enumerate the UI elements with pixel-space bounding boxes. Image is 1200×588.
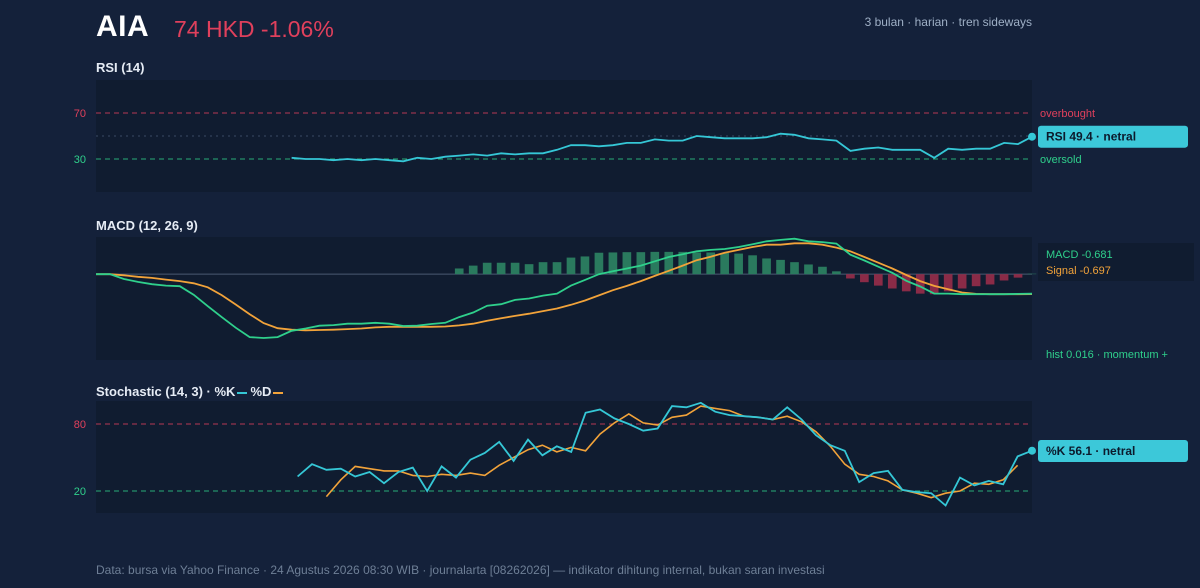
macd-hist-bar xyxy=(566,257,576,275)
macd-hist-bar xyxy=(901,274,911,292)
macd-legend-box xyxy=(1038,243,1194,281)
macd-hist-bar xyxy=(887,274,897,289)
macd-hist-bar xyxy=(678,251,688,275)
macd-hist-bar xyxy=(818,266,827,275)
macd-signal-line xyxy=(96,242,1033,332)
macd-hist-bar xyxy=(524,264,534,275)
macd-hist-bar xyxy=(720,253,729,275)
stoch-k-legend: %K xyxy=(214,384,236,399)
macd-hist-bar xyxy=(860,274,869,283)
macd-hist-bar xyxy=(552,262,562,275)
macd-hist-bar xyxy=(482,262,492,275)
rsi-badge-bg xyxy=(1038,125,1188,148)
stoch-last-point xyxy=(1028,446,1036,455)
chart-subtitle: 3 bulan · harian · tren sideways xyxy=(864,15,1032,29)
stoch-tick-80: 80 xyxy=(74,419,86,431)
stoch-panel-bg xyxy=(96,401,1032,513)
macd-hist-bar xyxy=(454,268,464,275)
data-source-footer: Data: bursa via Yahoo Finance · 24 Agust… xyxy=(96,563,825,577)
rsi-last-point xyxy=(1028,132,1036,141)
macd-hist-bar xyxy=(873,274,883,286)
macd-hist-bar xyxy=(496,262,506,275)
macd-hist-bar xyxy=(468,265,478,275)
stoch-k-line xyxy=(297,401,1033,507)
macd-hist-bar xyxy=(832,271,841,275)
ticker-symbol: AIA xyxy=(96,10,150,43)
macd-hist-bar xyxy=(636,252,646,275)
rsi-oversold-label: oversold xyxy=(1040,154,1082,166)
stoch-d-legend-swatch xyxy=(273,391,284,394)
macd-hist-bar xyxy=(971,274,981,287)
rsi-line xyxy=(291,132,1033,163)
macd-hist-bar xyxy=(622,252,632,275)
rsi-badge-text: RSI 49.4 · netral xyxy=(1046,130,1136,144)
macd-hist-bar xyxy=(776,259,785,275)
macd-hist-bar xyxy=(1013,274,1023,278)
price-change: 74 HKD -1.06% xyxy=(174,16,334,42)
macd-hist-bar xyxy=(985,274,995,285)
macd-hist-bar xyxy=(650,251,660,275)
macd-line xyxy=(96,237,1033,339)
rsi-overbought-label: overbought xyxy=(1040,108,1095,120)
macd-hist-bar xyxy=(762,258,771,275)
macd-hist-bar xyxy=(706,252,716,275)
macd-hist-bar xyxy=(846,274,855,279)
macd-hist-bar xyxy=(929,274,939,295)
macd-hist-bar xyxy=(580,256,590,275)
macd-hist-bar xyxy=(957,274,967,289)
macd-hist-bar xyxy=(594,252,604,275)
stoch-badge-text: %K 56.1 · netral xyxy=(1046,444,1135,458)
macd-signal-label: Signal -0.697 xyxy=(1046,265,1111,277)
rsi-tick-70: 70 xyxy=(74,108,86,120)
stoch-title: Stochastic (14, 3) · %K %D xyxy=(96,384,286,399)
stoch-badge-bg xyxy=(1038,440,1188,462)
stoch-k-legend-swatch xyxy=(237,391,248,394)
macd-hist-bar xyxy=(999,274,1009,281)
macd-title: MACD (12, 26, 9) xyxy=(96,218,198,233)
stoch-tick-20: 20 xyxy=(74,486,86,498)
macd-panel-bg xyxy=(96,237,1032,360)
macd-hist-label: hist 0.016 · momentum + xyxy=(1046,349,1168,361)
macd-hist-bar xyxy=(804,264,813,275)
macd-hist-bar xyxy=(538,262,548,275)
stoch-d-legend: %D xyxy=(250,384,272,399)
macd-hist-bar xyxy=(608,252,618,275)
macd-hist-bar xyxy=(748,255,757,275)
macd-hist-bar xyxy=(734,253,743,275)
macd-hist-bar xyxy=(915,274,925,294)
macd-hist-bar xyxy=(664,251,674,275)
rsi-title: RSI (14) xyxy=(96,60,145,75)
macd-value-label: MACD -0.681 xyxy=(1046,249,1113,261)
macd-hist-bar xyxy=(790,262,799,275)
macd-hist-bar xyxy=(692,252,702,275)
stoch-title-label: Stochastic (14, 3) · xyxy=(96,384,215,399)
macd-hist-bar xyxy=(510,262,520,275)
rsi-tick-30: 30 xyxy=(74,154,86,166)
macd-hist-bar xyxy=(943,274,953,292)
